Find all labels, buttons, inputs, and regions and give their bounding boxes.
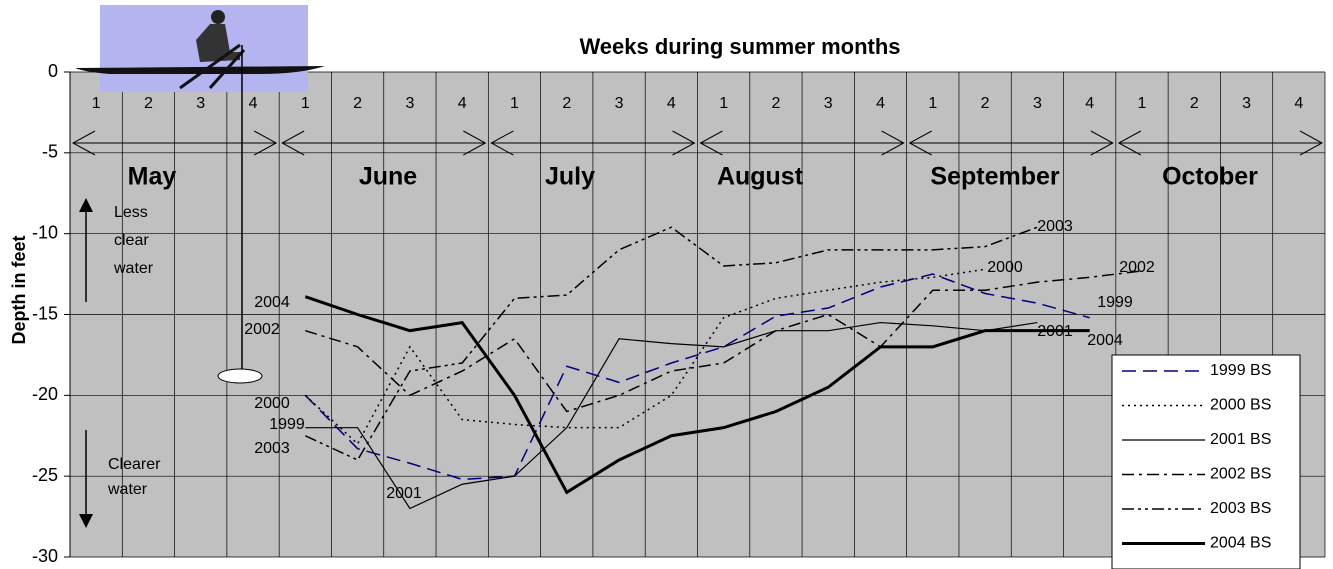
y-tick-label: -10 xyxy=(32,222,58,242)
series-start-label: 1999 xyxy=(269,416,305,433)
chart-title: Weeks during summer months xyxy=(579,34,900,59)
legend-label: 1999 BS xyxy=(1210,362,1271,379)
x-tick-label: 2 xyxy=(353,95,362,112)
series-start-label: 2002 xyxy=(244,321,280,338)
month-label: October xyxy=(1162,163,1258,191)
y-tick-label: 0 xyxy=(48,61,58,81)
legend-box xyxy=(1112,355,1300,569)
x-tick-label: 2 xyxy=(981,95,990,112)
y-tick-label: -5 xyxy=(42,142,58,162)
legend-label: 2001 BS xyxy=(1210,431,1271,448)
month-label: September xyxy=(930,163,1059,191)
legend-label: 2002 BS xyxy=(1210,466,1271,483)
month-label: July xyxy=(545,163,595,191)
y-tick-label: -20 xyxy=(32,384,58,404)
y-axis-label: Depth in feet xyxy=(9,235,29,344)
x-tick-label: 3 xyxy=(1033,95,1042,112)
x-tick-label: 1 xyxy=(928,95,937,112)
x-tick-label: 1 xyxy=(92,95,101,112)
series-start-label: 2001 xyxy=(386,485,422,502)
series-end-label: 2002 xyxy=(1119,259,1155,276)
x-tick-label: 2 xyxy=(771,95,780,112)
series-start-label: 2000 xyxy=(254,395,290,412)
x-tick-label: 4 xyxy=(1294,95,1303,112)
annotation: clear xyxy=(114,232,149,249)
chart: 0 -5 -10 -15 -20 -25 -30 1 2 3 4 1 2 3 4 1 2 3 4 1 2 3 4 1 2 3 4 1 2… xyxy=(0,0,1333,569)
x-tick-label: 2 xyxy=(144,95,153,112)
x-tick-label: 1 xyxy=(1138,95,1147,112)
annotation: Clearer xyxy=(108,456,161,473)
y-tick-label: -15 xyxy=(32,303,58,323)
legend: 1999 BS 2000 BS 2001 BS 2002 BS 2003 BS 2004 … xyxy=(1112,355,1300,569)
legend-label: 2000 BS xyxy=(1210,397,1271,414)
series-start-label: 2003 xyxy=(254,440,290,457)
x-tick-label: 1 xyxy=(719,95,728,112)
x-tick-label: 4 xyxy=(458,95,467,112)
x-tick-label: 2 xyxy=(562,95,571,112)
series-end-label: 2000 xyxy=(987,259,1023,276)
x-tick-label: 1 xyxy=(301,95,310,112)
x-tick-label: 1 xyxy=(510,95,519,112)
x-tick-label: 4 xyxy=(667,95,676,112)
month-label: August xyxy=(717,163,804,191)
y-tick-label: -25 xyxy=(32,465,58,485)
month-label: May xyxy=(128,163,177,191)
legend-label: 2004 BS xyxy=(1210,535,1271,552)
series-end-label: 2003 xyxy=(1037,218,1073,235)
legend-label: 2003 BS xyxy=(1210,500,1271,517)
series-end-label: 1999 xyxy=(1097,294,1133,311)
x-tick-label: 4 xyxy=(1085,95,1094,112)
annotation: water xyxy=(113,260,154,277)
x-tick-label: 3 xyxy=(405,95,414,112)
x-tick-label: 4 xyxy=(249,95,258,112)
month-label: June xyxy=(359,163,417,191)
x-tick-label: 2 xyxy=(1190,95,1199,112)
x-tick-label: 3 xyxy=(615,95,624,112)
series-end-label: 2001 xyxy=(1037,323,1073,340)
annotation: water xyxy=(107,481,148,498)
x-tick-label: 3 xyxy=(1242,95,1251,112)
y-tick-label: -30 xyxy=(32,546,58,566)
x-tick-label: 3 xyxy=(824,95,833,112)
series-start-label: 2004 xyxy=(254,294,290,311)
series-end-label: 2004 xyxy=(1087,332,1123,349)
x-tick-label: 4 xyxy=(876,95,885,112)
annotation: Less xyxy=(114,204,148,221)
x-tick-label: 3 xyxy=(196,95,205,112)
